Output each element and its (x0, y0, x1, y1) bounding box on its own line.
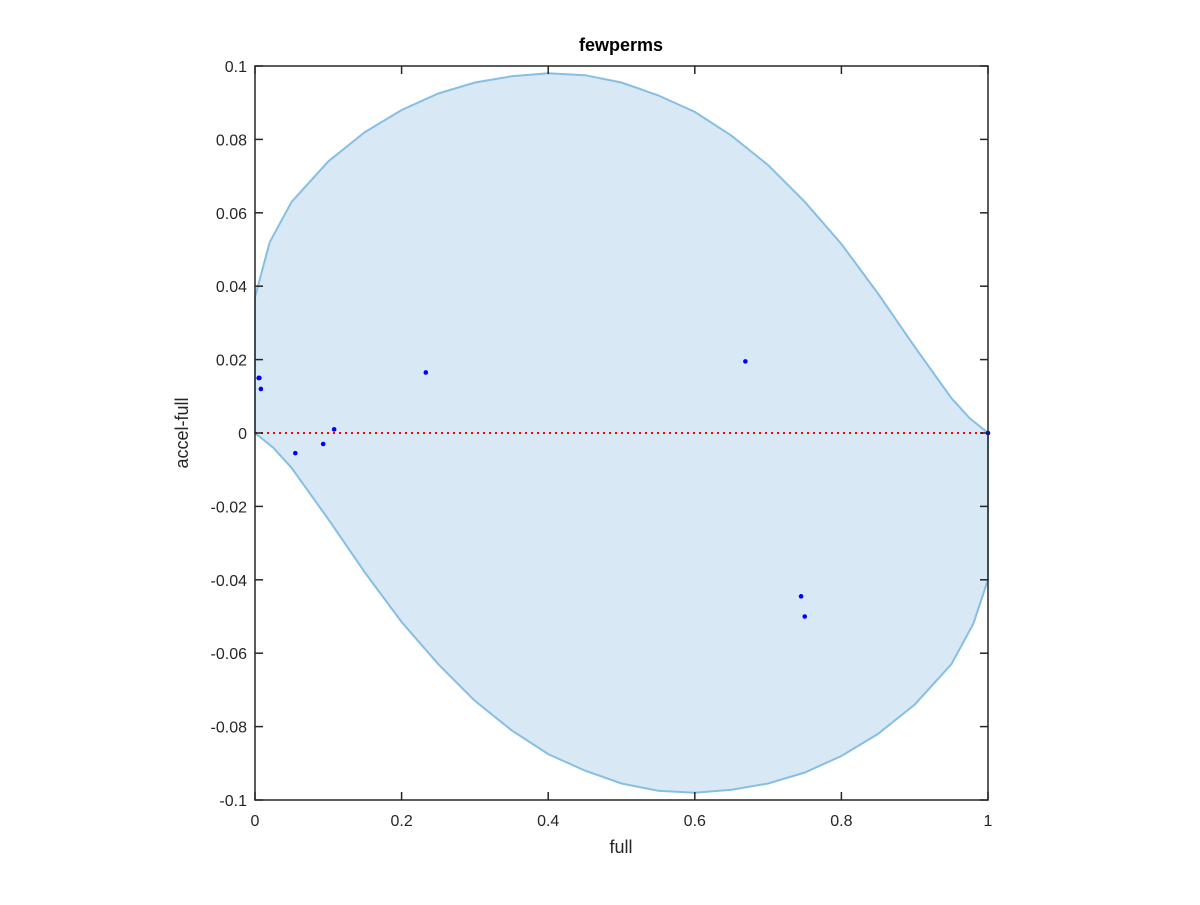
y-tick-label: -0.06 (211, 646, 248, 663)
y-tick-label: 0.02 (216, 353, 247, 370)
y-tick-label: -0.04 (211, 573, 248, 590)
x-tick-label: 0.2 (390, 813, 412, 830)
y-tick-label: -0.02 (211, 499, 248, 516)
y-tick-label: 0.04 (216, 279, 247, 296)
chart-title: fewperms (579, 35, 663, 55)
y-axis-label: accel-full (172, 397, 192, 468)
y-tick-label: 0 (238, 426, 247, 443)
x-axis-label: full (609, 837, 632, 857)
data-point-2 (258, 386, 264, 392)
x-axis: 0 0.2 0.4 0.6 0.8 1 (251, 66, 993, 830)
y-axis: 0.1 0.08 0.06 0.04 0.02 0 -0.02 -0.04 -0.06 -0.08… (211, 59, 988, 810)
data-point-4 (320, 441, 326, 447)
x-tick-label: 1 (984, 813, 993, 830)
data-point-7 (743, 359, 748, 364)
x-tick-label: 0.8 (830, 813, 852, 830)
plot-area (254, 65, 991, 801)
y-tick-label: -0.08 (211, 720, 248, 737)
data-point-3 (293, 450, 298, 456)
data-point-9 (802, 614, 808, 619)
x-tick-label: 0.4 (537, 813, 559, 830)
data-point-5 (331, 427, 337, 432)
x-tick-label: 0.6 (684, 813, 706, 830)
y-tick-label: 0.06 (216, 206, 247, 223)
y-tick-label: 0.08 (216, 132, 247, 149)
data-point-6 (423, 370, 429, 375)
data-point-8 (798, 594, 804, 599)
x-tick-label: 0 (251, 813, 260, 830)
data-point-1 (257, 375, 262, 381)
y-tick-label: -0.1 (219, 793, 247, 810)
y-tick-label: 0.1 (225, 59, 247, 76)
data-points (256, 359, 991, 619)
